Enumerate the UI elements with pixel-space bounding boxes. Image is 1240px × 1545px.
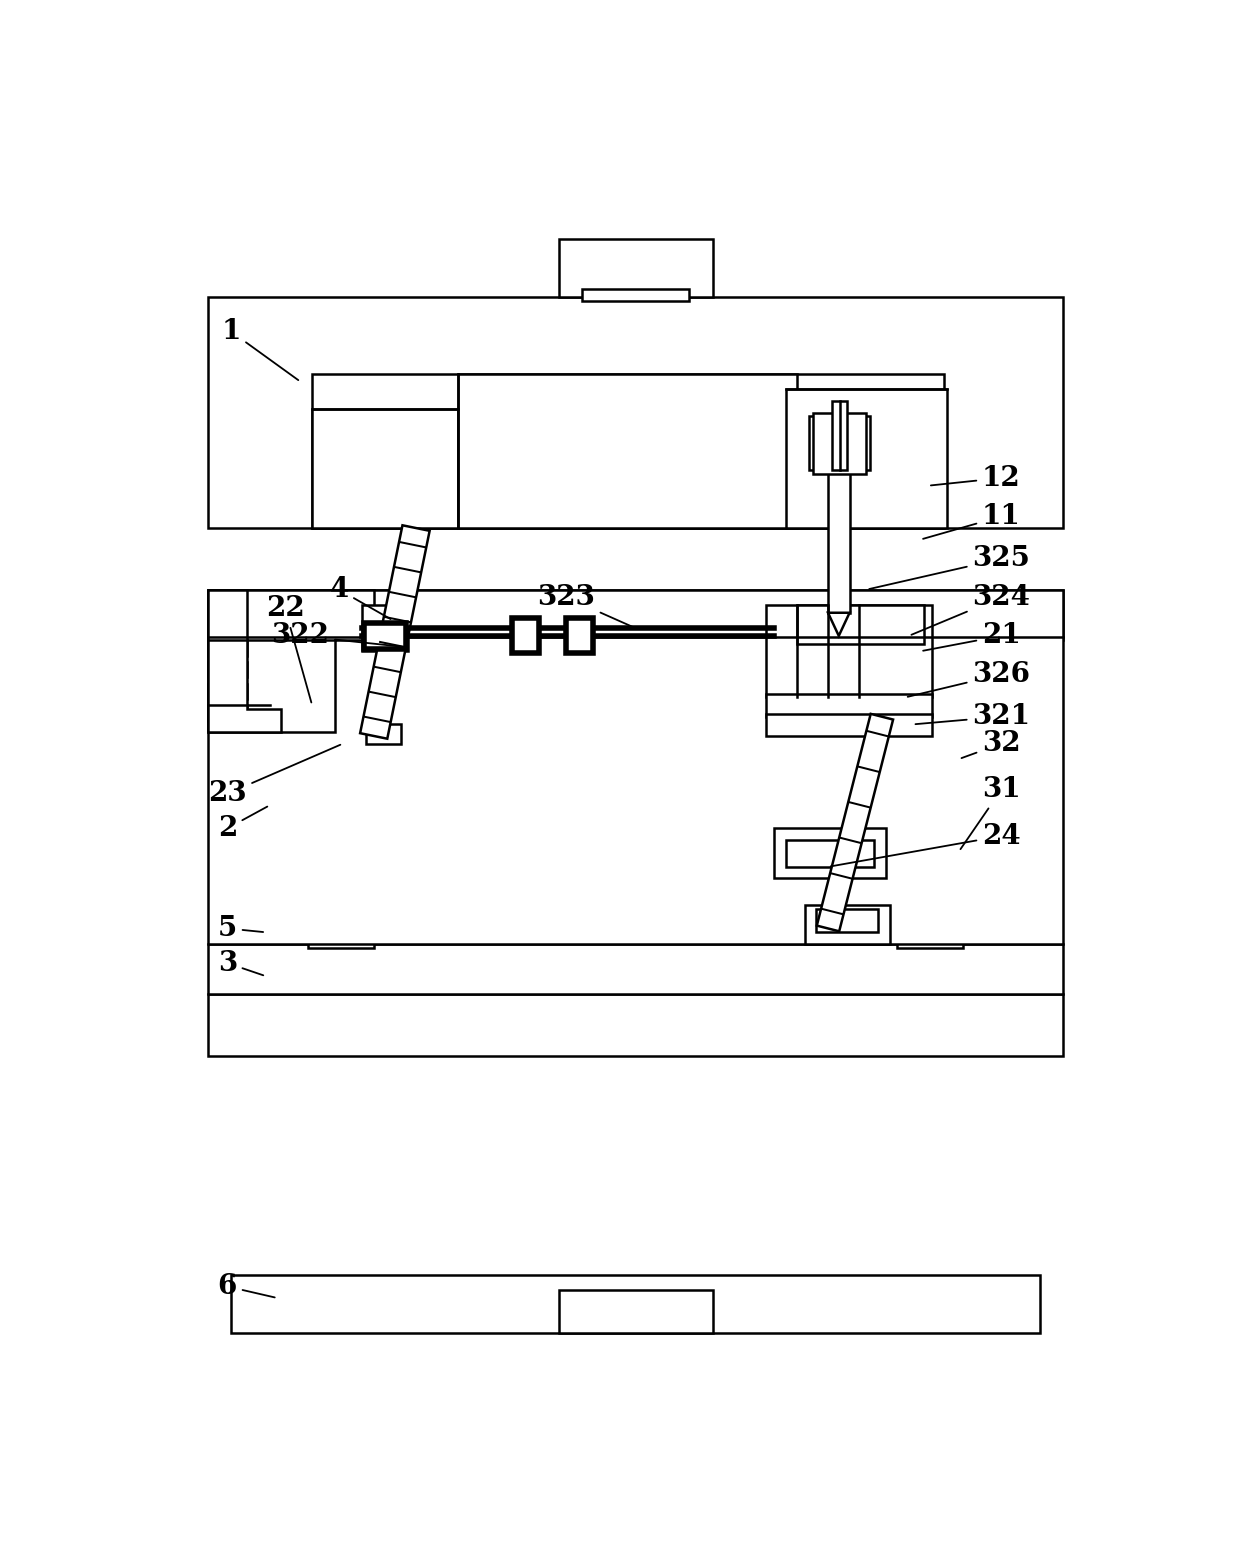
Text: 12: 12 — [931, 465, 1021, 491]
Bar — [365, 623, 405, 649]
Text: 4: 4 — [330, 576, 391, 620]
Text: 11: 11 — [923, 504, 1021, 539]
Bar — [208, 661, 247, 677]
Polygon shape — [360, 525, 429, 739]
Bar — [766, 606, 932, 697]
Bar — [208, 683, 247, 698]
Text: 24: 24 — [831, 822, 1021, 867]
Text: 322: 322 — [272, 623, 405, 649]
Text: 5: 5 — [218, 915, 263, 942]
Bar — [558, 1290, 713, 1333]
Polygon shape — [208, 590, 373, 732]
Bar — [774, 828, 885, 879]
Text: 31: 31 — [961, 776, 1021, 850]
Bar — [512, 618, 539, 654]
Bar — [208, 641, 247, 657]
Bar — [567, 618, 593, 654]
Bar — [309, 932, 373, 947]
Text: 3: 3 — [218, 950, 263, 976]
Bar — [582, 289, 689, 301]
Text: 21: 21 — [923, 623, 1021, 650]
Bar — [805, 905, 889, 944]
Bar — [816, 908, 878, 932]
Bar — [797, 606, 924, 644]
Text: 321: 321 — [915, 703, 1030, 731]
Polygon shape — [208, 590, 281, 732]
Polygon shape — [828, 613, 849, 637]
Bar — [558, 239, 713, 297]
Bar — [208, 705, 247, 720]
Polygon shape — [817, 714, 893, 932]
Bar — [828, 470, 849, 613]
Text: 32: 32 — [961, 731, 1021, 759]
Bar — [786, 840, 874, 867]
Bar — [459, 374, 797, 528]
Text: 6: 6 — [218, 1273, 275, 1299]
Bar — [909, 637, 951, 944]
Bar — [832, 402, 847, 470]
Bar — [208, 297, 1063, 528]
Text: 1: 1 — [222, 318, 299, 380]
Bar — [362, 606, 408, 652]
Bar — [208, 993, 1063, 1055]
Bar — [312, 409, 459, 528]
Bar — [898, 932, 962, 947]
Bar — [231, 1275, 1040, 1333]
Text: 23: 23 — [208, 745, 340, 806]
Bar — [312, 374, 944, 528]
Text: 326: 326 — [908, 661, 1030, 697]
Text: 2: 2 — [218, 806, 268, 842]
Bar — [766, 694, 932, 717]
Bar — [808, 417, 870, 470]
Bar — [208, 944, 1063, 993]
Text: 324: 324 — [911, 584, 1030, 635]
Bar — [208, 590, 1063, 944]
Bar — [766, 714, 932, 735]
Text: 22: 22 — [265, 595, 311, 703]
Bar — [812, 413, 867, 474]
Bar — [208, 590, 1063, 640]
Text: 323: 323 — [537, 584, 632, 627]
Bar — [366, 725, 401, 743]
Bar — [786, 389, 947, 528]
Bar — [320, 637, 362, 944]
Text: 325: 325 — [869, 545, 1030, 589]
